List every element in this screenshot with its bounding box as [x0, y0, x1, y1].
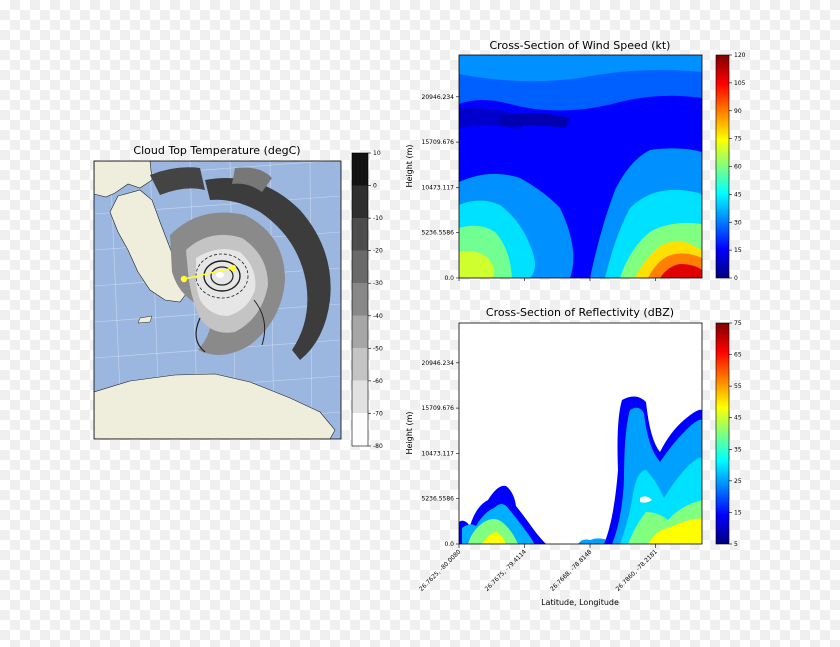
wind-colorbar-tick-label: 105 [734, 80, 746, 87]
wind-colorbar: 120 105 90 75 60 45 30 15 0 [715, 52, 746, 282]
wind-colorbar-tick-label: 75 [734, 136, 742, 143]
wind-title: Cross-Section of Wind Speed (kt) [490, 39, 671, 52]
florida-peninsula [109, 189, 187, 303]
map-colorbar-tick-label: -20 [373, 248, 383, 255]
refl-ytick-label: 0.0 [444, 541, 454, 548]
map-colorbar-tick-label: -70 [373, 410, 383, 417]
map-colorbar: 10 0 -10 -20 -30 -40 -50 -60 -70 -80 [351, 150, 383, 450]
refl-colorbar-tick-label: 65 [734, 352, 742, 359]
refl-ytick-label: 20946.234 [422, 360, 455, 367]
wind-colorbar-tick-label: 120 [734, 52, 746, 59]
refl-title: Cross-Section of Reflectivity (dBZ) [486, 306, 674, 319]
wind-colorbar-tick-label: 0 [734, 275, 738, 282]
refl-xtick-label: 26.7675, -79.4114 [484, 548, 528, 592]
refl-xtick-label: 26.7668, -78.8148 [549, 548, 593, 592]
map-frame [93, 160, 342, 440]
wind-colorbar-tick-label: 60 [734, 164, 742, 171]
refl-colorbar-tick-label: 35 [734, 446, 742, 453]
refl-colorbar-tick-label: 55 [734, 383, 742, 390]
wind-plot [459, 55, 702, 278]
cross-section-end [229, 264, 237, 272]
wind-colorbar-tick-label: 30 [734, 219, 742, 226]
refl-colorbar-tick-label: 45 [734, 415, 742, 422]
refl-colorbar-tick-label: 15 [734, 509, 742, 516]
cross-section-line [183, 267, 234, 280]
map-colorbar-tick-label: 0 [373, 183, 377, 190]
wind-colorbar-tick-label: 90 [734, 108, 742, 115]
map-colorbar-tick-label: -60 [373, 378, 383, 385]
refl-xlabel: Latitude, Longitude [541, 598, 619, 607]
wind-ytick-label: 15709.676 [422, 139, 455, 146]
refl-frame [458, 322, 703, 545]
wind-ytick-label: 20946.234 [422, 94, 455, 101]
map-plot [94, 161, 341, 439]
refl-colorbar: 75 65 55 45 35 25 15 5 [715, 320, 742, 548]
wind-colorbar-tick-label: 45 [734, 191, 742, 198]
cross-section-start [180, 275, 188, 283]
map-colorbar-tick-label: -80 [373, 443, 383, 450]
map-colorbar-tick-label: 10 [373, 150, 381, 157]
refl-colorbar-tick-label: 5 [734, 541, 738, 548]
refl-ytick-label: 15709.676 [422, 405, 455, 412]
outer-cloud-band [205, 178, 331, 360]
wind-ylabel: Height (m) [405, 144, 414, 187]
map-colorbar-tick-label: -50 [373, 345, 383, 352]
refl-colorbar-tick-label: 25 [734, 478, 742, 485]
refl-plot [459, 323, 702, 544]
map-colorbar-tick-label: -40 [373, 313, 383, 320]
refl-ytick-label: 5236.5586 [422, 496, 455, 503]
wind-ytick-label: 5236.5586 [422, 230, 455, 237]
wind-colorbar-tick-label: 15 [734, 247, 742, 254]
land-north [94, 161, 153, 198]
hurricane-eye [216, 272, 224, 278]
wind-ytick-label: 0.0 [444, 275, 454, 282]
refl-xtick-label: 26.7860, -78.2181 [615, 548, 659, 592]
wind-frame [458, 54, 703, 279]
map-title: Cloud Top Temperature (degC) [133, 144, 300, 157]
map-colorbar-tick-label: -10 [373, 215, 383, 222]
map-colorbar-tick-label: -30 [373, 280, 383, 287]
refl-ytick-label: 10473.117 [422, 450, 455, 457]
refl-ylabel: Height (m) [405, 411, 414, 454]
wind-ytick-label: 10473.117 [422, 184, 455, 191]
refl-colorbar-tick-label: 75 [734, 320, 742, 327]
refl-xtick-label: 26.7625, -80.0080 [418, 548, 462, 592]
cuba [94, 373, 336, 439]
